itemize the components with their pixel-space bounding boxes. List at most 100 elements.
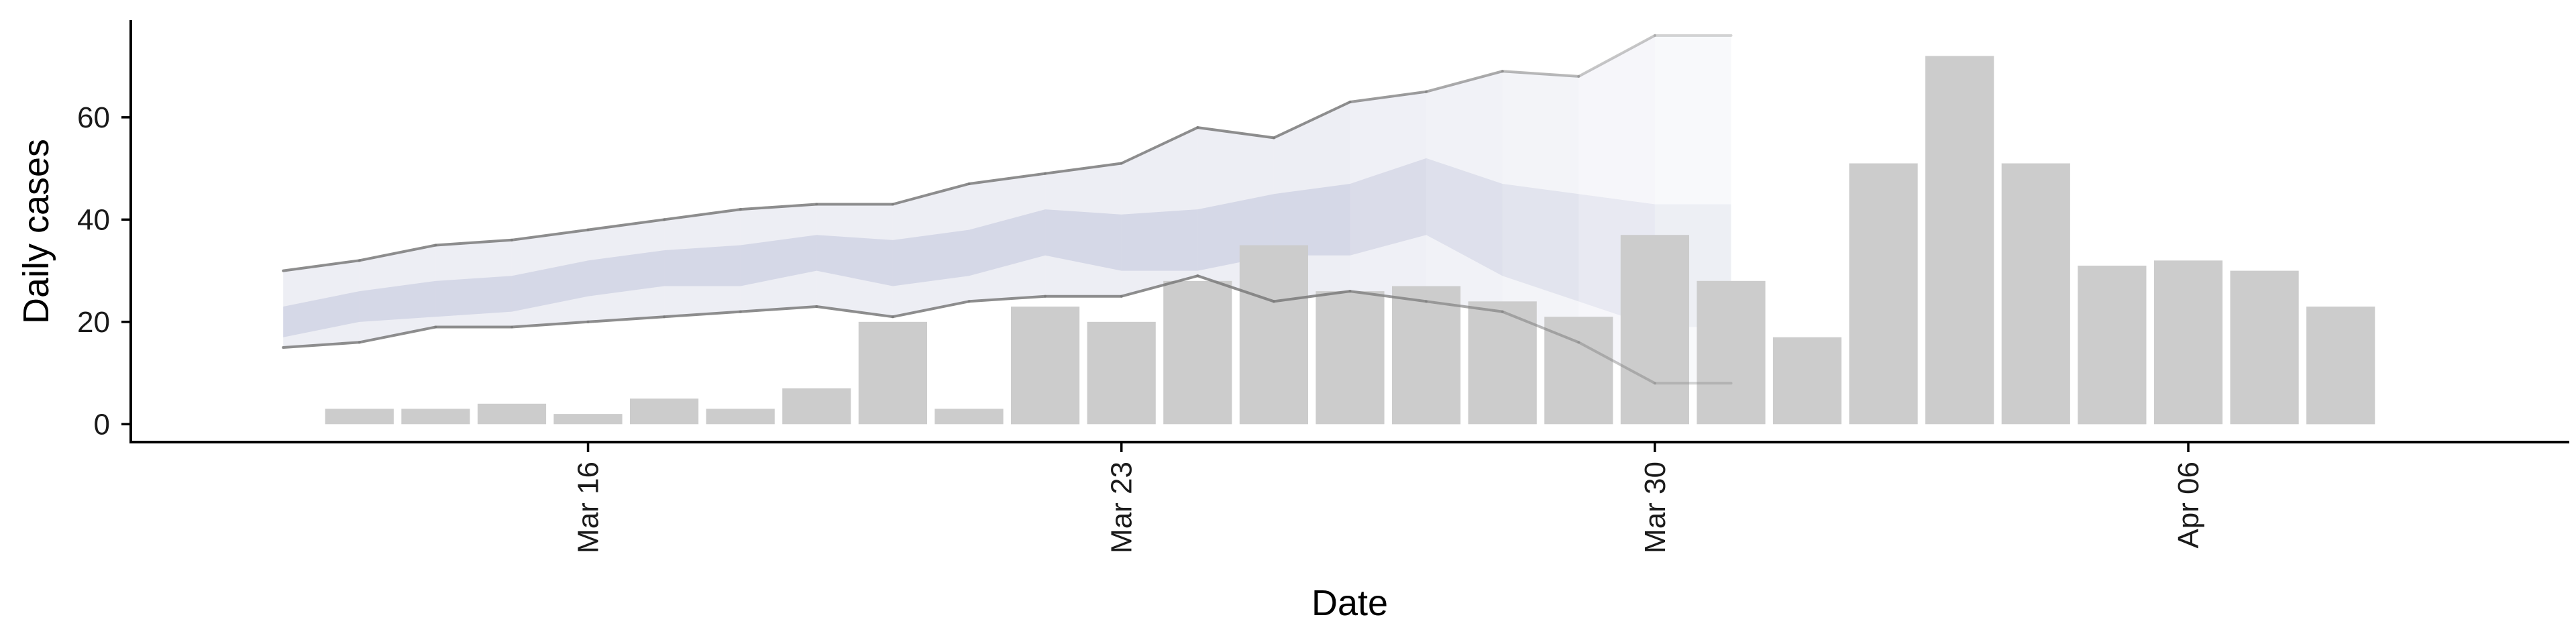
- upper-bound-line-segment: [891, 182, 971, 206]
- inner-interval-segment: [435, 276, 512, 317]
- inner-interval-segment: [283, 291, 360, 337]
- x-tick-label: Mar 23: [1106, 462, 1138, 553]
- upper-bound-line-segment: [1501, 70, 1580, 78]
- upper-bound-line-segment: [434, 238, 513, 247]
- lower-bound-line-segment: [1425, 300, 1504, 313]
- case-bar: [553, 414, 623, 425]
- case-bar: [2078, 266, 2147, 425]
- case-bar: [1392, 286, 1461, 425]
- y-tick-label: 20: [77, 306, 110, 339]
- case-bar: [2230, 270, 2299, 425]
- case-bar: [782, 388, 851, 425]
- y-tick-label: 40: [77, 203, 110, 236]
- case-bar: [2306, 307, 2375, 425]
- case-bar: [1468, 301, 1537, 425]
- lower-bound-line-segment: [1272, 290, 1352, 303]
- case-bar: [1087, 321, 1156, 425]
- lower-bound-line-segment: [358, 325, 437, 344]
- inner-interval-segment: [1121, 209, 1198, 271]
- outer-interval-segment: [1121, 127, 1198, 297]
- inner-interval-segment: [1273, 183, 1350, 256]
- y-tick-label: 60: [77, 101, 110, 134]
- inner-interval-segment: [1350, 158, 1427, 256]
- bars-layer: [325, 56, 2375, 425]
- upper-bound-line-segment: [358, 244, 437, 262]
- outer-interval-segment: [969, 173, 1046, 302]
- case-bar: [934, 409, 1004, 425]
- y-axis-title: Daily cases: [16, 139, 56, 324]
- lower-bound-line-segment: [1577, 341, 1656, 385]
- lower-bound-line-segment: [663, 310, 742, 319]
- case-bar: [1011, 307, 1080, 425]
- case-bar: [1163, 280, 1232, 425]
- case-bar: [2153, 260, 2223, 425]
- outer-interval-segment: [435, 239, 512, 327]
- case-bar: [1925, 56, 1994, 425]
- inner-interval-segment: [588, 250, 665, 297]
- case-bar: [2001, 163, 2070, 425]
- outer-interval-segment: [359, 245, 436, 343]
- lower-bound-line-segment: [1348, 290, 1428, 303]
- inner-interval-segment: [664, 245, 741, 286]
- inner-interval-segment: [1045, 209, 1122, 271]
- upper-bound-line-segment: [1425, 70, 1504, 93]
- case-bar: [1772, 337, 1842, 425]
- lower-bound-line-segment: [1196, 274, 1275, 303]
- inner-interval-segment: [969, 209, 1046, 276]
- upper-bound-line-segment: [1577, 34, 1656, 78]
- lower-bound-line-segment: [1120, 274, 1199, 298]
- ticks-layer: 0 20 40 60 Mar 16 Mar 23 Mar 30 Apr 06: [77, 101, 2205, 553]
- case-bar: [630, 398, 699, 425]
- outer-interval-segment: [1045, 163, 1122, 297]
- upper-bound-line-segment: [1044, 162, 1123, 175]
- upper-bound-line-segment: [1120, 126, 1199, 165]
- upper-bound-line-segment: [282, 259, 361, 272]
- outer-interval-segment: [283, 260, 360, 347]
- outer-interval-segment: [1350, 91, 1427, 302]
- case-bar: [706, 409, 775, 425]
- inner-interval-segment: [511, 260, 588, 312]
- x-axis-title: Date: [1311, 583, 1388, 623]
- case-bar: [1239, 245, 1308, 425]
- outer-interval-segment: [1426, 71, 1503, 312]
- outer-interval-segment: [816, 204, 893, 317]
- case-bar: [858, 321, 927, 425]
- case-bar: [1697, 280, 1766, 425]
- inner-interval-segment: [892, 229, 969, 286]
- case-bar: [401, 409, 470, 425]
- upper-bound-line-segment: [511, 228, 590, 241]
- outer-interval-segment: [1502, 71, 1579, 343]
- case-bar: [1849, 163, 1918, 425]
- case-bar: [1316, 291, 1385, 425]
- inner-interval-segment: [1502, 183, 1579, 302]
- inner-interval-segment: [816, 235, 893, 286]
- axes-layer: [129, 20, 2569, 443]
- upper-bound-line-segment: [663, 208, 742, 221]
- x-tick-label: Mar 16: [572, 462, 605, 553]
- upper-bound-line-segment: [967, 172, 1047, 185]
- upper-bound-line-segment: [739, 203, 818, 211]
- lower-bound-line-segment: [511, 320, 590, 329]
- outer-interval-segment: [892, 183, 969, 317]
- lower-bound-line-segment: [815, 305, 894, 319]
- case-bar: [1620, 235, 1689, 425]
- lower-bound-line-segment: [739, 305, 818, 313]
- case-bar: [477, 403, 547, 425]
- outer-interval-segment: [740, 204, 817, 312]
- outer-interval-segment: [588, 219, 665, 322]
- upper-bound-line-segment: [1348, 90, 1428, 103]
- lower-bound-line-segment: [282, 341, 361, 349]
- y-tick-label: 0: [94, 408, 110, 441]
- upper-bound-line-segment: [586, 218, 666, 231]
- upper-bound-line-segment: [1196, 126, 1275, 140]
- x-tick-label: Apr 06: [2172, 462, 2205, 549]
- lower-bound-line-segment: [586, 315, 666, 323]
- lower-bound-line-segment: [1501, 310, 1580, 344]
- lower-bound-line-segment: [967, 294, 1047, 303]
- inner-interval-segment: [1426, 158, 1503, 276]
- case-bar: [1544, 317, 1613, 425]
- outer-interval-segment: [664, 209, 741, 317]
- outer-interval-segment: [511, 229, 588, 327]
- case-bar: [325, 409, 394, 425]
